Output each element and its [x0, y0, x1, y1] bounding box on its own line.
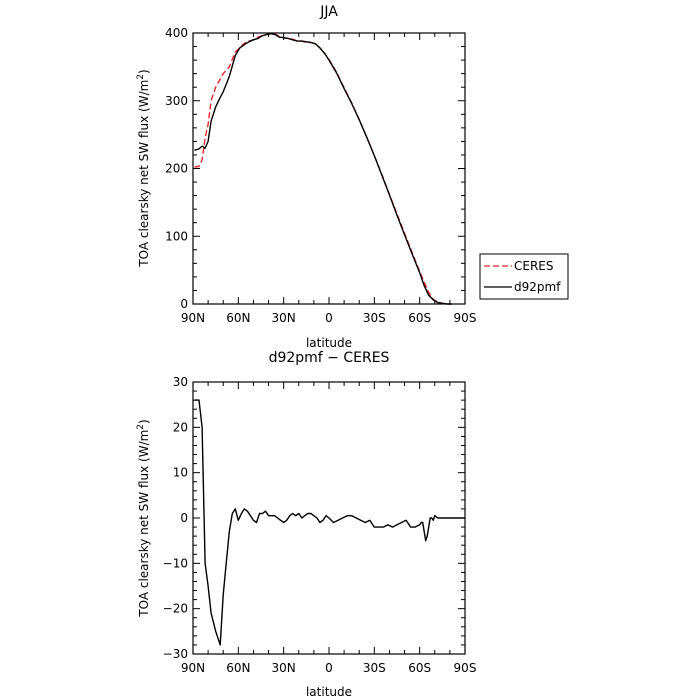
top-y-tick-label: 400	[165, 26, 188, 40]
bottom-chart-ylabel-close: )	[137, 419, 151, 424]
bottom-chart-ylabel-sup: 2	[136, 424, 146, 430]
top-x-tick-label: 60N	[226, 311, 250, 325]
top-x-tick-label: 90N	[181, 311, 205, 325]
bottom-y-tick-label: 20	[173, 420, 188, 434]
top-x-tick-label: 60S	[408, 311, 431, 325]
d92pmf-line	[194, 33, 452, 305]
bottom-y-tick-label: 30	[173, 375, 188, 389]
bottom-x-tick-label: 90S	[454, 661, 477, 675]
legend-label-d92pmf: d92pmf	[514, 280, 561, 294]
top-chart-legend: CERES d92pmf	[479, 253, 569, 300]
top-x-tick-label: 90S	[454, 311, 477, 325]
bottom-x-tick-label: 30S	[363, 661, 386, 675]
top-y-tick-label: 300	[165, 94, 188, 108]
bottom-y-tick-label: −20	[163, 602, 188, 616]
bottom-chart-title: d92pmf − CERES	[269, 350, 390, 366]
top-y-tick-label: 100	[165, 229, 188, 243]
bottom-y-tick-label: 10	[173, 466, 188, 480]
bottom-x-tick-label: 0	[325, 661, 333, 675]
bottom-x-tick-label: 60N	[226, 661, 250, 675]
top-x-tick-label: 0	[325, 311, 333, 325]
top-chart-plot-frame	[192, 32, 466, 305]
top-chart-xlabel: latitude	[306, 336, 352, 350]
top-y-tick-label: 0	[180, 297, 188, 311]
top-chart-panel: JJA 90N 60N 30N 0 30S 60S 90S 0 100 200 300 400 lat…	[136, 4, 476, 350]
ceres-line	[194, 33, 452, 305]
bottom-chart-ylabel: TOA clearsky net SW flux (W/m2)	[136, 419, 151, 617]
legend-box	[479, 253, 569, 300]
bottom-x-tick-label: 30N	[272, 661, 296, 675]
bottom-y-tick-label: −10	[163, 556, 188, 570]
bottom-x-tick-label: 90N	[181, 661, 205, 675]
top-x-tick-label: 30S	[363, 311, 386, 325]
bottom-y-tick-label: 0	[180, 511, 188, 525]
bottom-y-tick-label: −30	[163, 647, 188, 661]
top-y-tick-label: 200	[165, 162, 188, 176]
top-chart-ylabel-sup: 2	[136, 74, 146, 80]
bottom-chart-xlabel: latitude	[306, 685, 352, 699]
top-chart-ylabel-close: )	[137, 69, 151, 74]
top-chart-title: JJA	[319, 4, 338, 20]
top-x-tick-label: 30N	[272, 311, 296, 325]
bottom-difference-line	[194, 399, 465, 646]
bottom-x-tick-label: 60S	[408, 661, 431, 675]
legend-label-ceres: CERES	[514, 259, 554, 273]
top-chart-ylabel: TOA clearsky net SW flux (W/m2)	[136, 69, 151, 267]
bottom-chart-panel: d92pmf − CERES 90N 60N 30N 0 30S 60S 90S302010…	[136, 350, 476, 699]
